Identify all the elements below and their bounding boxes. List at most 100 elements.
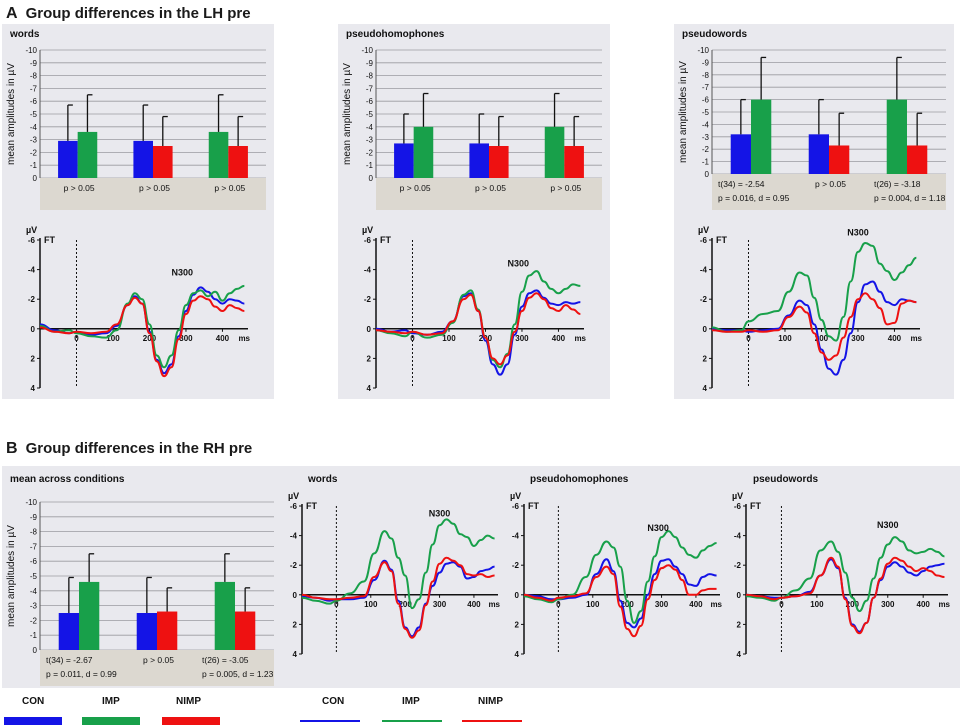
y-tick-label: -6 [702, 96, 710, 105]
bar-imp [544, 126, 565, 178]
y-tick-label: 4 [703, 384, 708, 393]
x-unit-label: ms [938, 600, 950, 609]
erp-chart-a-words: µV FT -6 -4 -2 0 2 4 0 100 200 300 400 ms N300 [26, 225, 251, 393]
y-tick-label: 4 [515, 650, 520, 659]
stat-test: p > 0.05 [64, 183, 95, 193]
erp-chart-a-pseudowords: µV FT -6 -4 -2 0 2 4 0 100 200 300 400 ms N300 [698, 225, 923, 393]
section-a-letter: A [6, 5, 18, 22]
bar-imp [886, 99, 907, 174]
section-b-letter: B [6, 440, 18, 457]
stat-test: t(26) = -3.05 [202, 655, 249, 665]
stat-test: t(34) = -2.54 [718, 179, 765, 189]
legend-line-imp-label: IMP [402, 696, 420, 707]
x-tick-label: 0 [74, 334, 79, 343]
bar-nimp [564, 146, 584, 178]
bar-chart-a-pseudohomophones: mean amplitudes in µV-10-9-8-7-6-5-4-3-2… [342, 46, 602, 210]
y-tick-label: -4 [702, 120, 710, 129]
x-tick-label: 400 [552, 334, 566, 343]
legend-bar-nimp-swatch [162, 717, 220, 725]
x-tick-label: 200 [143, 334, 157, 343]
y-axis-label: mean amplitudes in µV [6, 525, 17, 627]
erp-line-imp [375, 270, 581, 369]
x-tick-label: 300 [655, 600, 669, 609]
y-tick-label: -3 [702, 133, 710, 142]
erp-line-nimp [523, 564, 717, 638]
x-unit-label: ms [710, 600, 722, 609]
panel-a-pseudowords [674, 24, 954, 399]
x-tick-label: 100 [810, 600, 824, 609]
component-label: N300 [172, 268, 194, 278]
title-a-words: words [10, 29, 40, 40]
bar-chart-a-words: mean amplitudes in µV-10-9-8-7-6-5-4-3-2… [6, 46, 266, 210]
component-label: N300 [877, 520, 899, 530]
y-tick-label: 0 [33, 646, 38, 655]
section-a-title: A Group differences in the LH pre [6, 5, 251, 23]
bar-imp [79, 581, 100, 650]
bar-con [394, 143, 414, 178]
x-tick-label: 200 [815, 334, 829, 343]
y-tick-label: -10 [25, 46, 37, 55]
bar-nimp [228, 146, 248, 178]
y-tick-label: 0 [31, 325, 36, 334]
y-tick-label: -10 [361, 46, 373, 55]
x-tick-label: 400 [689, 600, 703, 609]
x-tick-label: 400 [888, 334, 902, 343]
stat-pvalue: p = 0.011, d = 0.99 [46, 669, 117, 679]
y-tick-label: -4 [512, 532, 520, 541]
bar-nimp [153, 146, 173, 178]
y-tick-label: -1 [30, 161, 38, 170]
stat-test: p > 0.05 [139, 183, 170, 193]
y-tick-label: -6 [700, 236, 708, 245]
x-unit-label: ms [238, 334, 250, 343]
y-axis-label: mean amplitudes in µV [342, 63, 353, 165]
x-tick-label: 300 [851, 334, 865, 343]
stat-box [376, 178, 602, 210]
y-tick-label: -2 [30, 616, 38, 625]
y-tick-label: -2 [28, 295, 36, 304]
erp-line-nimp [39, 295, 245, 378]
y-tick-label: 0 [705, 170, 710, 179]
y-tick-label: -4 [700, 266, 708, 275]
y-tick-label: -2 [30, 148, 38, 157]
erp-line-imp [523, 530, 717, 624]
bar-nimp [235, 611, 256, 650]
y-tick-label: -6 [30, 97, 38, 106]
y-tick-label: -8 [366, 72, 374, 81]
erp-line-nimp [745, 556, 945, 635]
x-tick-label: 300 [881, 600, 895, 609]
y-tick-label: 2 [367, 354, 372, 363]
legend-bar-con-swatch [4, 717, 62, 725]
x-tick-label: 400 [917, 600, 931, 609]
bar-chart-a-pseudowords: mean amplitudes in µV-10-9-8-7-6-5-4-3-2… [678, 46, 946, 210]
x-tick-label: 100 [106, 334, 120, 343]
y-tick-label: -8 [702, 71, 710, 80]
bar-con [133, 140, 153, 178]
stat-test: p > 0.05 [475, 183, 506, 193]
y-tick-label: -6 [30, 557, 38, 566]
y-tick-label: 0 [367, 325, 372, 334]
y-tick-label: -5 [366, 110, 374, 119]
bar-nimp [829, 145, 850, 174]
stat-test: p > 0.05 [400, 183, 431, 193]
y-unit-label: µV [698, 225, 709, 235]
legend-bar-con-label: CON [22, 696, 45, 707]
legend-line-imp-swatch [382, 720, 442, 722]
erp-line-nimp [375, 292, 581, 366]
title-a-pseudowords: pseudowords [682, 29, 748, 40]
bar-imp [751, 99, 772, 174]
x-tick-label: 100 [586, 600, 600, 609]
y-tick-label: -8 [30, 72, 38, 81]
y-tick-label: -6 [290, 502, 298, 511]
y-tick-label: -6 [28, 236, 36, 245]
bar-imp [413, 126, 434, 178]
bar-chart-b-mean: mean amplitudes in µV-10-9-8-7-6-5-4-3-2… [6, 498, 274, 686]
y-tick-label: -6 [364, 236, 372, 245]
y-unit-label: µV [26, 225, 37, 235]
y-tick-label: -1 [30, 631, 38, 640]
x-tick-label: 400 [467, 600, 481, 609]
x-tick-label: 0 [556, 600, 561, 609]
y-tick-label: -4 [366, 123, 374, 132]
section-a-text: Group differences in the LH pre [25, 5, 251, 22]
y-tick-label: -3 [366, 136, 374, 145]
y-tick-label: -2 [734, 561, 742, 570]
